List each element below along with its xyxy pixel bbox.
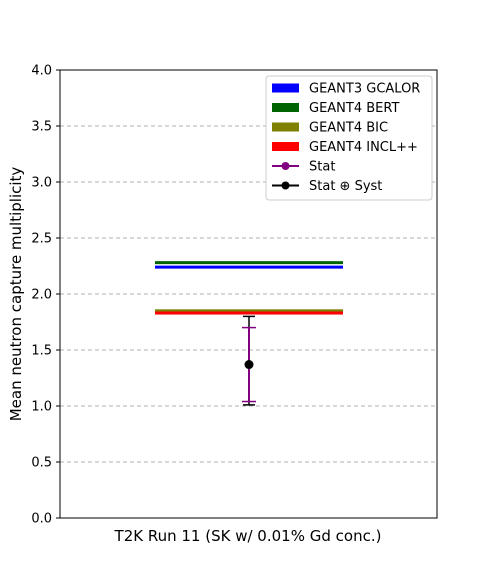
- measurement: [242, 315, 256, 406]
- y-tick-label: 2.5: [31, 232, 52, 247]
- legend-label: GEANT4 BIC: [309, 121, 388, 136]
- y-tick-label: 0.5: [31, 456, 52, 471]
- prediction-bands: [155, 261, 343, 315]
- y-tick-label: 0.0: [31, 512, 52, 527]
- prediction-band: [155, 261, 343, 265]
- y-tick-label: 1.0: [31, 400, 52, 415]
- legend-label: GEANT3 GCALOR: [309, 82, 420, 97]
- y-tick-label: 3.0: [31, 176, 52, 191]
- prediction-band: [155, 309, 343, 313]
- measurement-point: [244, 360, 254, 370]
- y-axis: 0.0 0.5 1.0 1.5 2.0 2.5 3.0 3.5 4.0: [31, 64, 60, 527]
- prediction-band: [155, 265, 343, 269]
- legend-marker: [281, 162, 290, 170]
- y-tick-label: 4.0: [31, 64, 52, 79]
- plot-frame: [59, 69, 438, 519]
- y-axis-label: Mean neutron capture multiplicity: [7, 167, 25, 422]
- legend-box: [265, 75, 433, 201]
- y-tick-label: 2.0: [31, 288, 52, 303]
- legend-swatch: [272, 83, 299, 93]
- y-tick-label: 3.5: [31, 120, 52, 135]
- legend: GEANT3 GCALOR GEANT4 BERT GEANT4 BIC GEANT4…: [265, 75, 433, 201]
- legend-swatch: [272, 103, 299, 112]
- y-tick-label: 1.5: [31, 344, 52, 359]
- legend-swatch: [272, 142, 299, 151]
- prediction-band: [155, 311, 343, 315]
- legend-label: GEANT4 BERT: [309, 101, 399, 116]
- legend-label: GEANT4 INCL++: [309, 140, 418, 155]
- legend-marker: [281, 181, 290, 190]
- legend-label: Stat ⊕ Syst: [309, 179, 382, 194]
- x-axis-label: T2K Run 11 (SK w/ 0.01% Gd conc.): [114, 527, 382, 545]
- legend-label: Stat: [309, 160, 335, 175]
- legend-swatch: [272, 122, 299, 132]
